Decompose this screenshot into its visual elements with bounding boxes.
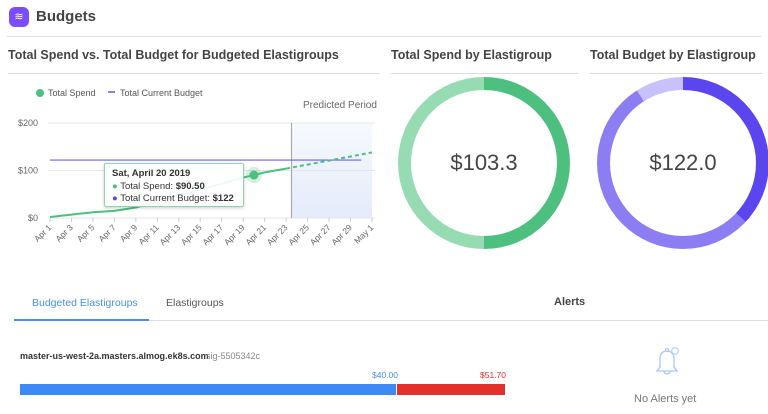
chart-tooltip: Sat, April 20 2019 ● Total Spend: $90.50… [104, 163, 244, 207]
divider [590, 73, 762, 74]
divider [8, 73, 380, 74]
legend-line-icon [108, 91, 115, 93]
x-tick-label: May 1 [352, 222, 376, 246]
tab-elastigroups[interactable]: Elastigroups [166, 297, 224, 309]
legend-total-spend[interactable]: Total Spend [36, 88, 96, 98]
budget-donut-title: Total Budget by Elastigroup [590, 48, 756, 62]
divider [391, 73, 578, 74]
x-tick-label: Apr 1 [32, 222, 54, 244]
x-tick-label: Apr 23 [265, 222, 290, 247]
budget-donut[interactable]: $122.0 [597, 77, 768, 249]
x-tick-label: Apr 27 [308, 222, 333, 247]
divider [527, 320, 768, 321]
tab-budgeted-elastigroups[interactable]: Budgeted Elastigroups [32, 297, 138, 309]
x-tick-label: Apr 17 [200, 222, 225, 247]
y-tick-label: $100 [18, 166, 38, 176]
spend-chart-title: Total Spend vs. Total Budget for Budgete… [8, 48, 339, 62]
active-tab-indicator [14, 319, 149, 321]
spend-donut[interactable]: $103.3 [398, 77, 570, 249]
x-tick-label: Apr 29 [329, 222, 354, 247]
no-alerts-text: No Alerts yet [634, 393, 697, 405]
x-tick-label: Apr 5 [75, 222, 97, 244]
predicted-period-label: Predicted Period [303, 100, 377, 111]
legend-label: Total Spend [48, 88, 96, 98]
spot-logo-icon: ≋ [9, 7, 29, 27]
group-name[interactable]: master-us-west-2a.masters.almog.ek8s.com [20, 351, 209, 361]
over-budget-bar [397, 384, 505, 395]
x-tick-label: Apr 19 [222, 222, 247, 247]
x-tick-label: Apr 15 [179, 222, 204, 247]
divider [7, 36, 761, 37]
spend-donut-value: $103.3 [411, 90, 557, 236]
x-tick-label: Apr 3 [53, 222, 75, 244]
x-tick-label: Apr 11 [136, 222, 161, 247]
tooltip-spend-label: Total Spend: [120, 180, 174, 192]
y-tick-label: $0 [28, 213, 38, 223]
y-tick-label: $200 [18, 118, 38, 128]
legend-label: Total Current Budget [120, 88, 203, 98]
legend-dot-icon [36, 89, 44, 97]
x-tick-label: Apr 13 [157, 222, 182, 247]
bell-icon [655, 347, 679, 375]
over-bar-label: $51.70 [480, 370, 506, 380]
x-tick-label: Apr 21 [243, 222, 268, 247]
hover-point [249, 170, 259, 180]
x-tick-label: Apr 25 [286, 222, 311, 247]
spend-bar-label: $40.00 [372, 370, 398, 380]
tooltip-budget-value: $122 [212, 193, 234, 204]
divider [149, 320, 532, 321]
alerts-title: Alerts [554, 296, 586, 308]
page-title: Budgets [36, 8, 96, 25]
tooltip-date: Sat, April 20 2019 [112, 168, 191, 179]
group-id: sig-5505342c [206, 351, 261, 361]
x-tick-label: Apr 7 [96, 222, 118, 244]
tooltip-spend-value: $90.50 [175, 180, 205, 192]
tooltip-budget-label: Total Current Budget: [120, 193, 210, 204]
legend-total-budget[interactable]: Total Current Budget [108, 88, 203, 98]
spend-bar [20, 384, 396, 395]
spend-donut-title: Total Spend by Elastigroup [391, 48, 552, 62]
predicted-spend-line [285, 151, 373, 170]
budget-donut-value: $122.0 [610, 90, 756, 236]
